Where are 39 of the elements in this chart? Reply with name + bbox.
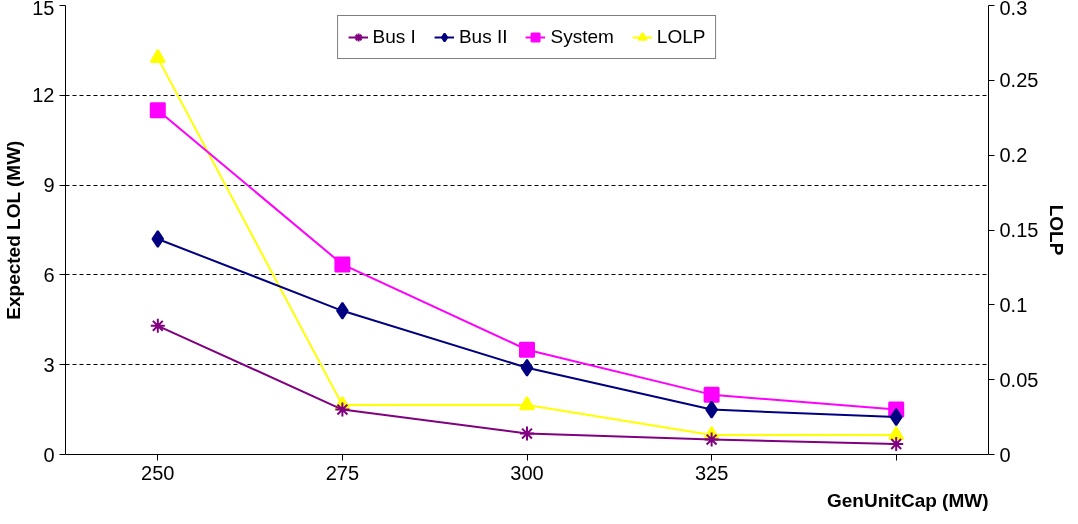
y-tick-label: 12 bbox=[32, 84, 55, 107]
point bbox=[519, 425, 535, 442]
legend-label: LOLP bbox=[656, 26, 706, 48]
x-tick-label: 250 bbox=[141, 461, 175, 484]
y2-tick-label: 0 bbox=[999, 443, 1011, 466]
point bbox=[149, 317, 166, 334]
legend-label: Bus I bbox=[372, 26, 416, 48]
point bbox=[149, 102, 166, 119]
y2-tick-label: 0.3 bbox=[999, 0, 1028, 19]
point bbox=[334, 256, 351, 273]
point bbox=[520, 358, 534, 377]
legend-label: System bbox=[550, 26, 614, 48]
x-tick-label: 325 bbox=[694, 461, 729, 484]
x-tick-label: 300 bbox=[510, 461, 544, 484]
legend-label: Bus II bbox=[458, 26, 508, 48]
x-axis-title: GenUnitCap (MW) bbox=[827, 489, 989, 511]
y-tick-label: 3 bbox=[43, 353, 55, 376]
point bbox=[151, 229, 165, 248]
y2-tick-label: 0.2 bbox=[999, 144, 1028, 167]
x-tick-label: 275 bbox=[325, 461, 360, 484]
point bbox=[703, 386, 720, 403]
y2-tick-label: 0.15 bbox=[999, 219, 1039, 241]
point bbox=[889, 408, 903, 427]
point bbox=[888, 425, 905, 441]
y-axis-title: Expected LOL (MW) bbox=[3, 140, 25, 320]
point bbox=[888, 436, 905, 453]
point bbox=[519, 341, 535, 358]
point bbox=[703, 431, 720, 448]
point bbox=[519, 396, 535, 411]
y2-axis-title: LOLP bbox=[1046, 204, 1068, 256]
y-tick-label: 15 bbox=[32, 0, 55, 19]
y2-tick-label: 0.05 bbox=[999, 368, 1039, 391]
y2-tick-label: 0.25 bbox=[999, 69, 1039, 92]
y-tick-label: 9 bbox=[43, 174, 55, 197]
y-tick-label: 6 bbox=[43, 263, 55, 286]
y2-tick-label: 0.1 bbox=[999, 293, 1028, 316]
point bbox=[149, 48, 166, 63]
y-tick-label: 0 bbox=[43, 443, 55, 466]
point bbox=[334, 401, 351, 418]
